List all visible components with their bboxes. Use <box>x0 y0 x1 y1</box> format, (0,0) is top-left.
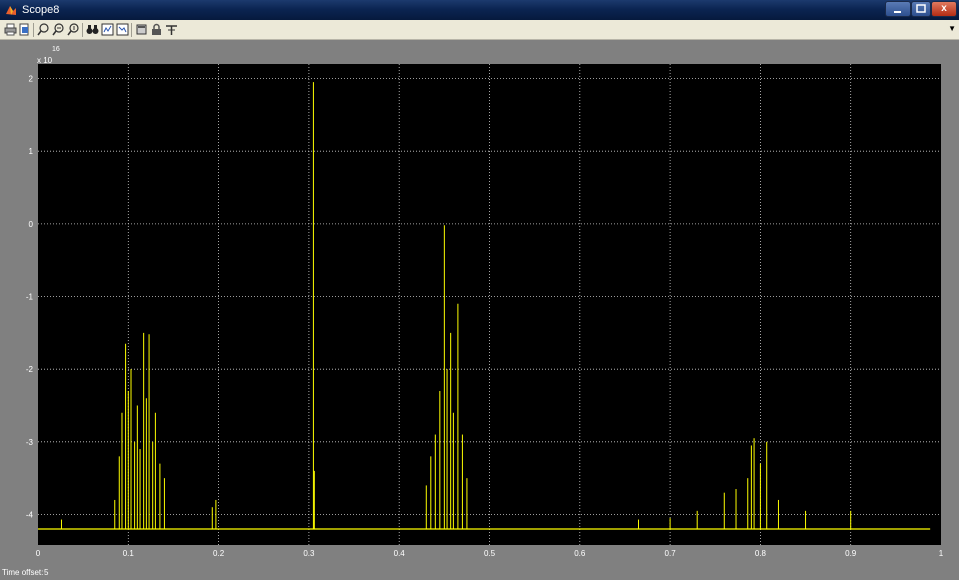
time-offset-value: 5 <box>44 568 49 577</box>
zoom-x-icon[interactable] <box>52 23 65 36</box>
close-button[interactable]: x <box>931 1 957 17</box>
close-icon: x <box>941 3 947 14</box>
lock-axes-icon[interactable] <box>150 23 163 36</box>
floating-scope-icon[interactable] <box>135 23 148 36</box>
print-preview-icon[interactable] <box>18 23 31 36</box>
x-tick-label: 0.7 <box>665 549 677 558</box>
x-tick-label: 1 <box>939 549 944 558</box>
x-tick-label: 0.4 <box>394 549 406 558</box>
x-tick-label: 0.6 <box>574 549 586 558</box>
y-tick-label: -4 <box>26 510 34 519</box>
x-tick-label: 0 <box>36 549 41 558</box>
x-tick-label: 0.3 <box>303 549 315 558</box>
x-tick-label: 0.1 <box>123 549 135 558</box>
print-icon[interactable] <box>4 23 17 36</box>
minimize-button[interactable] <box>885 1 911 17</box>
x-tick-label: 0.8 <box>755 549 767 558</box>
status-bar: Time offset: 5 <box>0 568 959 580</box>
exponent-power: 16 <box>52 46 60 53</box>
time-offset-label: Time offset: <box>2 568 44 577</box>
y-tick-label: 2 <box>29 75 34 84</box>
zoom-y-icon[interactable] <box>67 23 80 36</box>
y-tick-label: -3 <box>26 438 34 447</box>
tick-labels: 0 0.1 0.2 0.3 0.4 0.5 0.6 0.7 0.8 0.9 1 2 1 0 -1 -2 -3 -4 <box>26 75 944 558</box>
exponent-label: x 10 <box>37 56 53 65</box>
toolbar-separator <box>82 23 83 37</box>
y-tick-label: 0 <box>29 220 34 229</box>
x-tick-label: 0.9 <box>845 549 857 558</box>
x-tick-label: 0.2 <box>213 549 225 558</box>
x-tick-label: 0.5 <box>484 549 496 558</box>
minimize-icon <box>894 11 901 13</box>
y-tick-label: -2 <box>26 365 34 374</box>
maximize-button[interactable] <box>911 1 931 17</box>
toolbar-separator <box>131 23 132 37</box>
y-tick-label: 1 <box>29 147 34 156</box>
scope-toolbar: ▼ <box>0 20 959 40</box>
matlab-scope-icon <box>6 6 16 15</box>
restore-axes-settings-icon[interactable] <box>116 23 129 36</box>
maximize-icon <box>916 4 926 13</box>
window-titlebar[interactable]: Scope8 x <box>0 0 959 20</box>
zoom-in-icon[interactable] <box>37 23 50 36</box>
toolbar-overflow-arrow[interactable]: ▼ <box>948 24 956 33</box>
y-tick-label: -1 <box>26 293 34 302</box>
save-axes-settings-icon[interactable] <box>101 23 114 36</box>
signal-trace <box>38 82 931 530</box>
grid-lines <box>38 64 941 545</box>
toolbar-separator <box>33 23 34 37</box>
scope-plot-area: x 10 16 0 0.1 0.2 0.3 0.4 0.5 0.6 0.7 0.8 0.9 1 2 1 0… <box>0 40 959 568</box>
autoscale-icon[interactable] <box>86 23 99 36</box>
scope-chart[interactable]: x 10 16 0 0.1 0.2 0.3 0.4 0.5 0.6 0.7 0.8 0.9 1210… <box>0 40 959 568</box>
signal-selector-icon[interactable] <box>165 23 178 36</box>
window-title: Scope8 <box>22 4 60 16</box>
